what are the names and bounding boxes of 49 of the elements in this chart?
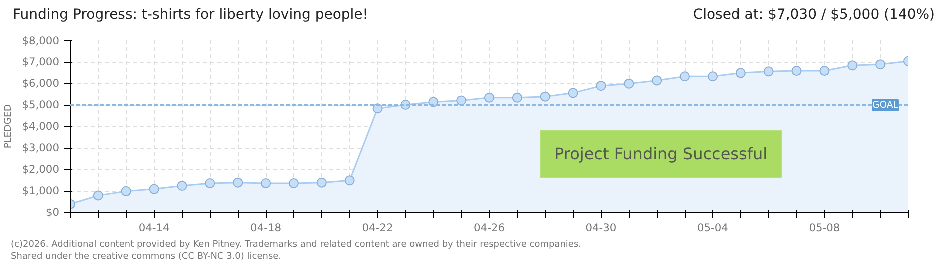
- x-tick-label: 04-22: [362, 222, 394, 234]
- y-axis-title: PLEDGED: [3, 104, 14, 149]
- y-tick-label: $8,000: [22, 34, 60, 48]
- y-tick-label: $2,000: [22, 163, 60, 176]
- y-tick-label: $0: [46, 206, 60, 219]
- point: [540, 92, 550, 102]
- x-tick-label: 04-18: [250, 222, 282, 234]
- x-tick-label: 04-30: [586, 222, 617, 234]
- y-tick-label: $5,000: [22, 98, 60, 112]
- point: [652, 76, 662, 86]
- point: [848, 60, 858, 71]
- x-tick-label: 05-08: [809, 222, 840, 234]
- point: [680, 72, 690, 82]
- text: (c)2026. Additional content provided by Ken Pitney. Trademarks and related content are owned by their respective companies.: [11, 240, 582, 250]
- ref-line-label: GOAL: [872, 100, 900, 111]
- point: [820, 66, 830, 76]
- x-tick-label: 04-26: [474, 222, 506, 234]
- y-tick-label: $4,000: [22, 120, 60, 133]
- point: [93, 190, 104, 201]
- point: [177, 181, 188, 192]
- point: [512, 92, 522, 103]
- y-tick-label: $6,000: [22, 77, 60, 90]
- chart-title: Funding Progress: t-shirts for liberty loving people!: [13, 6, 368, 25]
- point: [261, 178, 272, 188]
- annotation: Project Funding Successful: [554, 144, 768, 164]
- point: [876, 60, 886, 70]
- x-tick-label: 05-04: [697, 222, 729, 234]
- point: [792, 66, 802, 76]
- point: [121, 186, 132, 196]
- point: [344, 176, 355, 186]
- point: [288, 178, 299, 188]
- point: [736, 68, 746, 78]
- point: [708, 72, 718, 82]
- point: [568, 88, 578, 98]
- point: [149, 184, 160, 194]
- point: [233, 178, 244, 188]
- text: Shared under the creative commons (CC BY-NC 3.0) license.: [11, 252, 282, 262]
- x-tick-label: 04-14: [138, 222, 170, 234]
- point: [764, 66, 774, 77]
- point: [484, 92, 494, 103]
- chart-subtitle: Closed at: $7,030 / $5,000 (140%): [693, 6, 935, 25]
- y-tick-label: $7,000: [22, 56, 60, 68]
- point: [596, 81, 606, 92]
- point: [456, 96, 467, 106]
- y-tick-label: $1,000: [22, 184, 60, 198]
- point: [624, 78, 634, 89]
- y-tick-label: $3,000: [22, 142, 60, 154]
- point: [316, 178, 327, 188]
- point: [205, 178, 216, 188]
